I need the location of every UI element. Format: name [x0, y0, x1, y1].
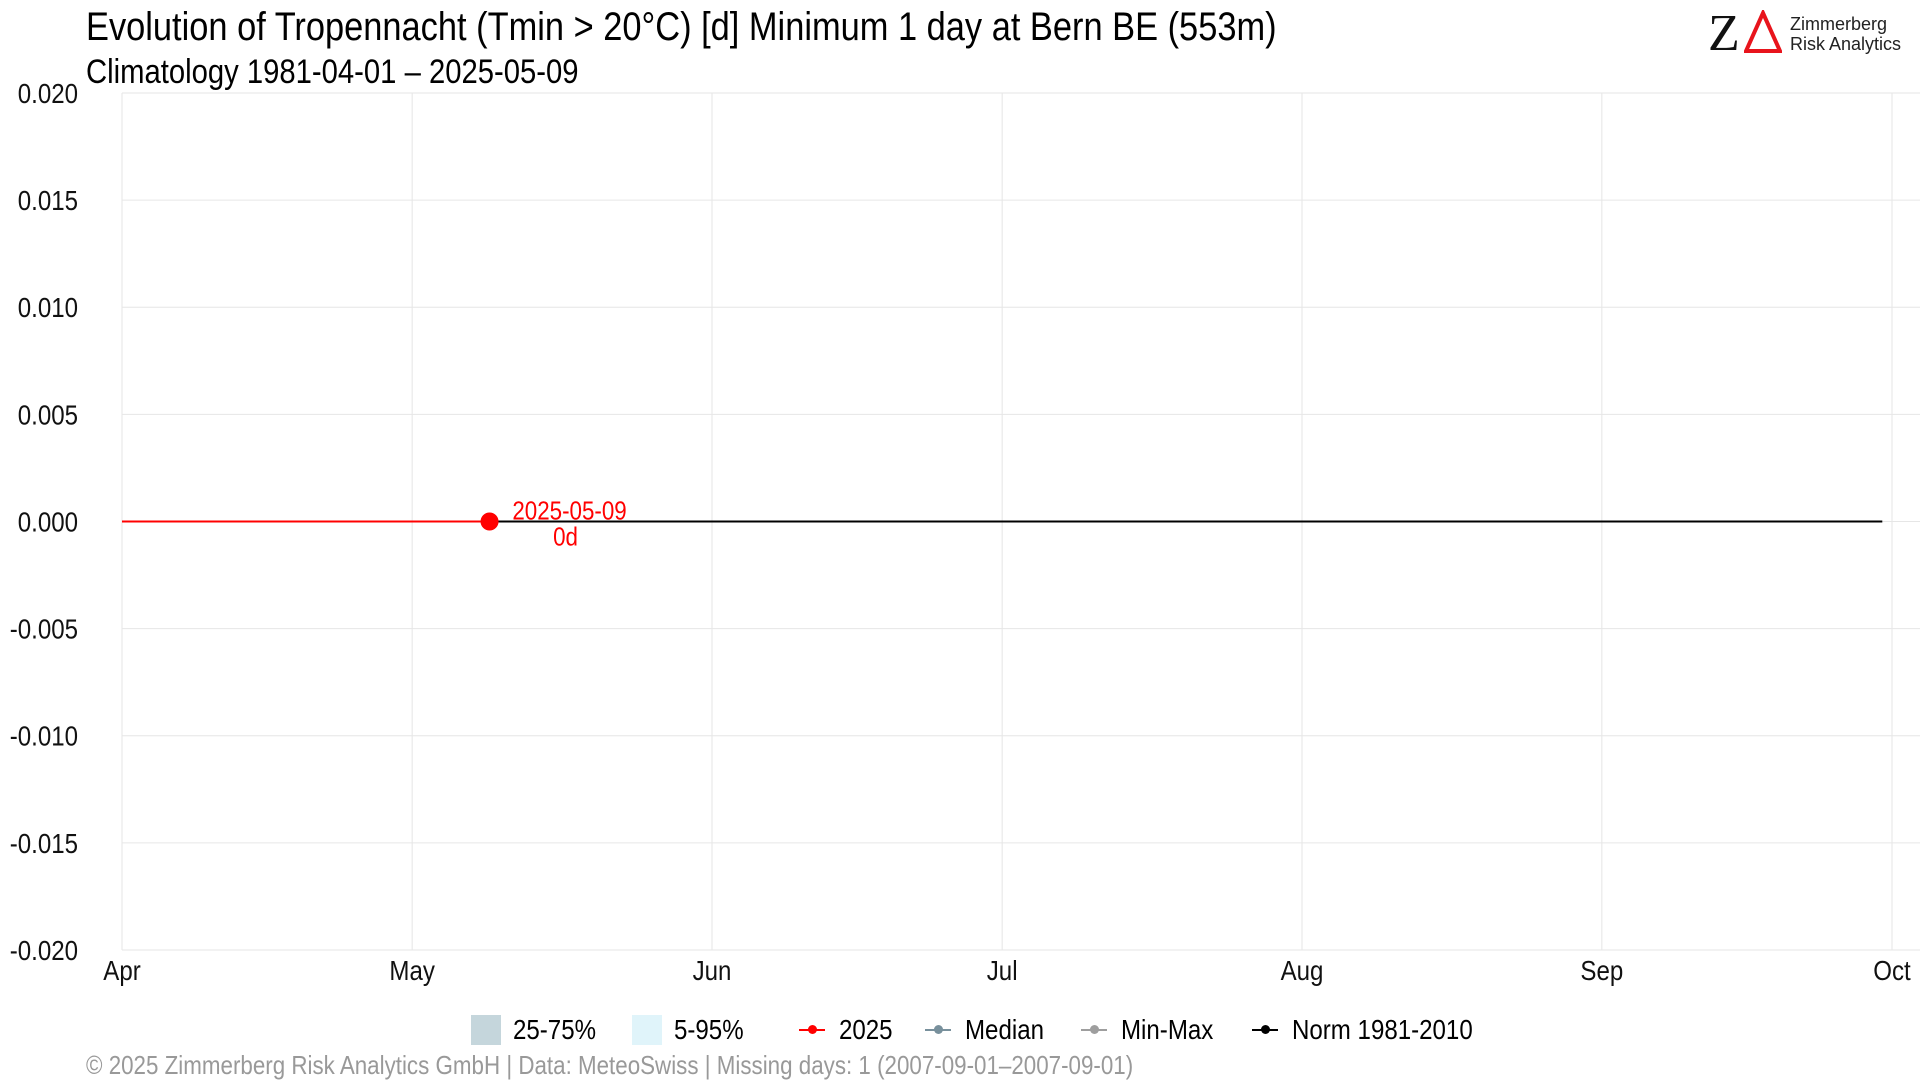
logo-line-2: Risk Analytics [1790, 34, 1902, 54]
logo-text: Zimmerberg Risk Analytics [1790, 14, 1901, 54]
legend-line-key [797, 1015, 827, 1045]
y-tick-label: -0.005 [10, 613, 78, 645]
logo-delta-icon [1744, 10, 1782, 53]
company-logo: Z Zimmerberg Risk Analytics [1708, 6, 1904, 62]
legend-line-key [1079, 1015, 1109, 1045]
y-tick-label: -0.015 [10, 827, 78, 859]
chart-subtitle: Climatology 1981-04-01 – 2025-05-09 [86, 53, 579, 91]
current-value-point [480, 512, 499, 531]
x-axis-tick-labels: Apr May Jun Jul Aug Sep Oct [103, 954, 1911, 986]
logo-z-letter: Z [1708, 5, 1740, 62]
annotation-date: 2025-05-09 [512, 497, 626, 526]
x-tick-label: Oct [1873, 954, 1911, 986]
legend-item-2025: 2025 [797, 1014, 901, 1046]
legend-swatch [471, 1015, 502, 1045]
y-tick-label: 0.020 [18, 77, 78, 109]
legend-line-key [923, 1015, 953, 1045]
legend-label: Min-Max [1121, 1014, 1214, 1045]
legend-label: 25-75% [513, 1014, 597, 1045]
x-tick-label: Aug [1281, 954, 1324, 986]
legend-label: 5-95% [673, 1014, 744, 1045]
logo-line-1: Zimmerberg [1790, 14, 1888, 34]
legend-item-5-95: 5-95% [631, 1014, 755, 1046]
chart-legend: 25-75% 5-95% 2025 Median Min-Max Norm 1981-20… [0, 1012, 1920, 1048]
legend-label: Median [965, 1014, 1045, 1045]
legend-item-norm-1981-2010: Norm 1981-2010 [1250, 1014, 1502, 1046]
legend-item-min-max: Min-Max [1079, 1014, 1228, 1046]
y-tick-label: -0.020 [10, 934, 78, 966]
y-tick-label: 0.000 [18, 506, 78, 538]
y-tick-label: 0.005 [18, 399, 78, 431]
y-tick-label: 0.015 [18, 184, 78, 216]
legend-item-median: Median [923, 1014, 1057, 1046]
legend-line-key [1250, 1015, 1280, 1045]
y-tick-label: -0.010 [10, 720, 78, 752]
legend-label: Norm 1981-2010 [1292, 1014, 1474, 1045]
x-tick-label: Apr [103, 954, 141, 986]
y-axis-tick-labels: -0.020 -0.015 -0.010 -0.005 0.000 0.005 0.010 0… [10, 77, 78, 966]
annotation-value: 0d [553, 523, 578, 552]
x-tick-label: Jun [693, 954, 732, 986]
x-tick-label: May [389, 954, 434, 986]
chart-title: Evolution of Tropennacht (Tmin > 20°C) [… [86, 5, 1277, 49]
footer-credits: © 2025 Zimmerberg Risk Analytics GmbH | … [86, 1050, 1134, 1080]
x-tick-label: Jul [987, 954, 1018, 986]
legend-item-25-75: 25-75% [471, 1014, 610, 1046]
legend-label: 2025 [838, 1014, 893, 1045]
y-tick-label: 0.010 [18, 292, 78, 324]
x-tick-label: Sep [1580, 954, 1623, 986]
legend-swatch [631, 1015, 662, 1045]
